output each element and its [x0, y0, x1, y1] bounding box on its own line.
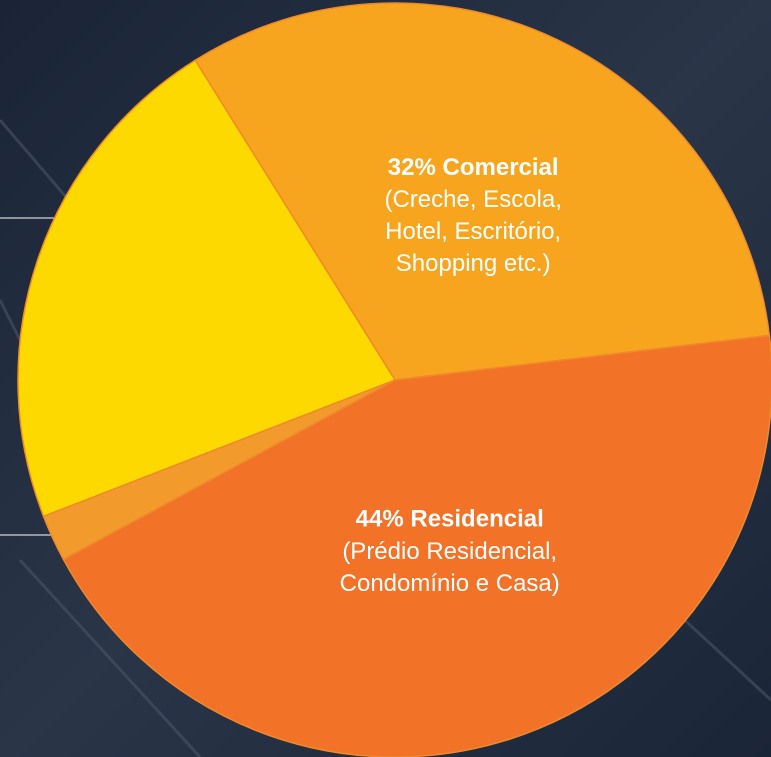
chart: 32% Comercial (Creche, Escola, Hotel, Escr… — [0, 0, 771, 757]
pie: 32% Comercial (Creche, Escola, Hotel, Escr… — [18, 3, 771, 757]
slice-category: Residencial — [410, 506, 543, 533]
slice-description: Hotel, Escritório, — [385, 218, 561, 245]
page: 32% Comercial (Creche, Escola, Hotel, Escr… — [0, 0, 771, 757]
slice-description: Condomínio e Casa) — [340, 570, 560, 597]
slice-label: 44% Residencial — [356, 506, 544, 533]
slice-label: 32% Comercial — [388, 154, 559, 181]
slice-description: Shopping etc.) — [396, 250, 551, 277]
slice-value-label: 44% — [356, 506, 404, 533]
slice-value-label: 32% — [388, 154, 436, 181]
slice-description: (Creche, Escola, — [384, 186, 561, 213]
slice-description: (Prédio Residencial, — [342, 538, 557, 565]
slice-category: Comercial — [443, 154, 559, 181]
